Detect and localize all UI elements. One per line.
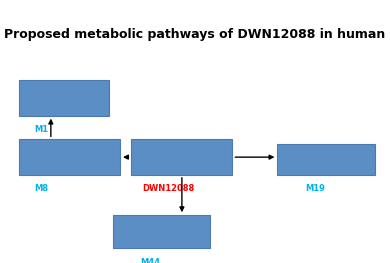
Text: M1: M1	[34, 125, 49, 134]
Text: Proposed metabolic pathways of DWN12088 in human: Proposed metabolic pathways of DWN12088 …	[4, 28, 386, 41]
Text: DWN12088: DWN12088	[143, 184, 195, 193]
FancyBboxPatch shape	[131, 139, 232, 175]
FancyBboxPatch shape	[19, 139, 120, 175]
FancyBboxPatch shape	[277, 144, 375, 175]
Text: M8: M8	[34, 184, 48, 193]
FancyBboxPatch shape	[113, 215, 210, 248]
FancyBboxPatch shape	[19, 80, 109, 116]
Text: M44: M44	[140, 258, 160, 263]
Text: M19: M19	[305, 184, 325, 193]
